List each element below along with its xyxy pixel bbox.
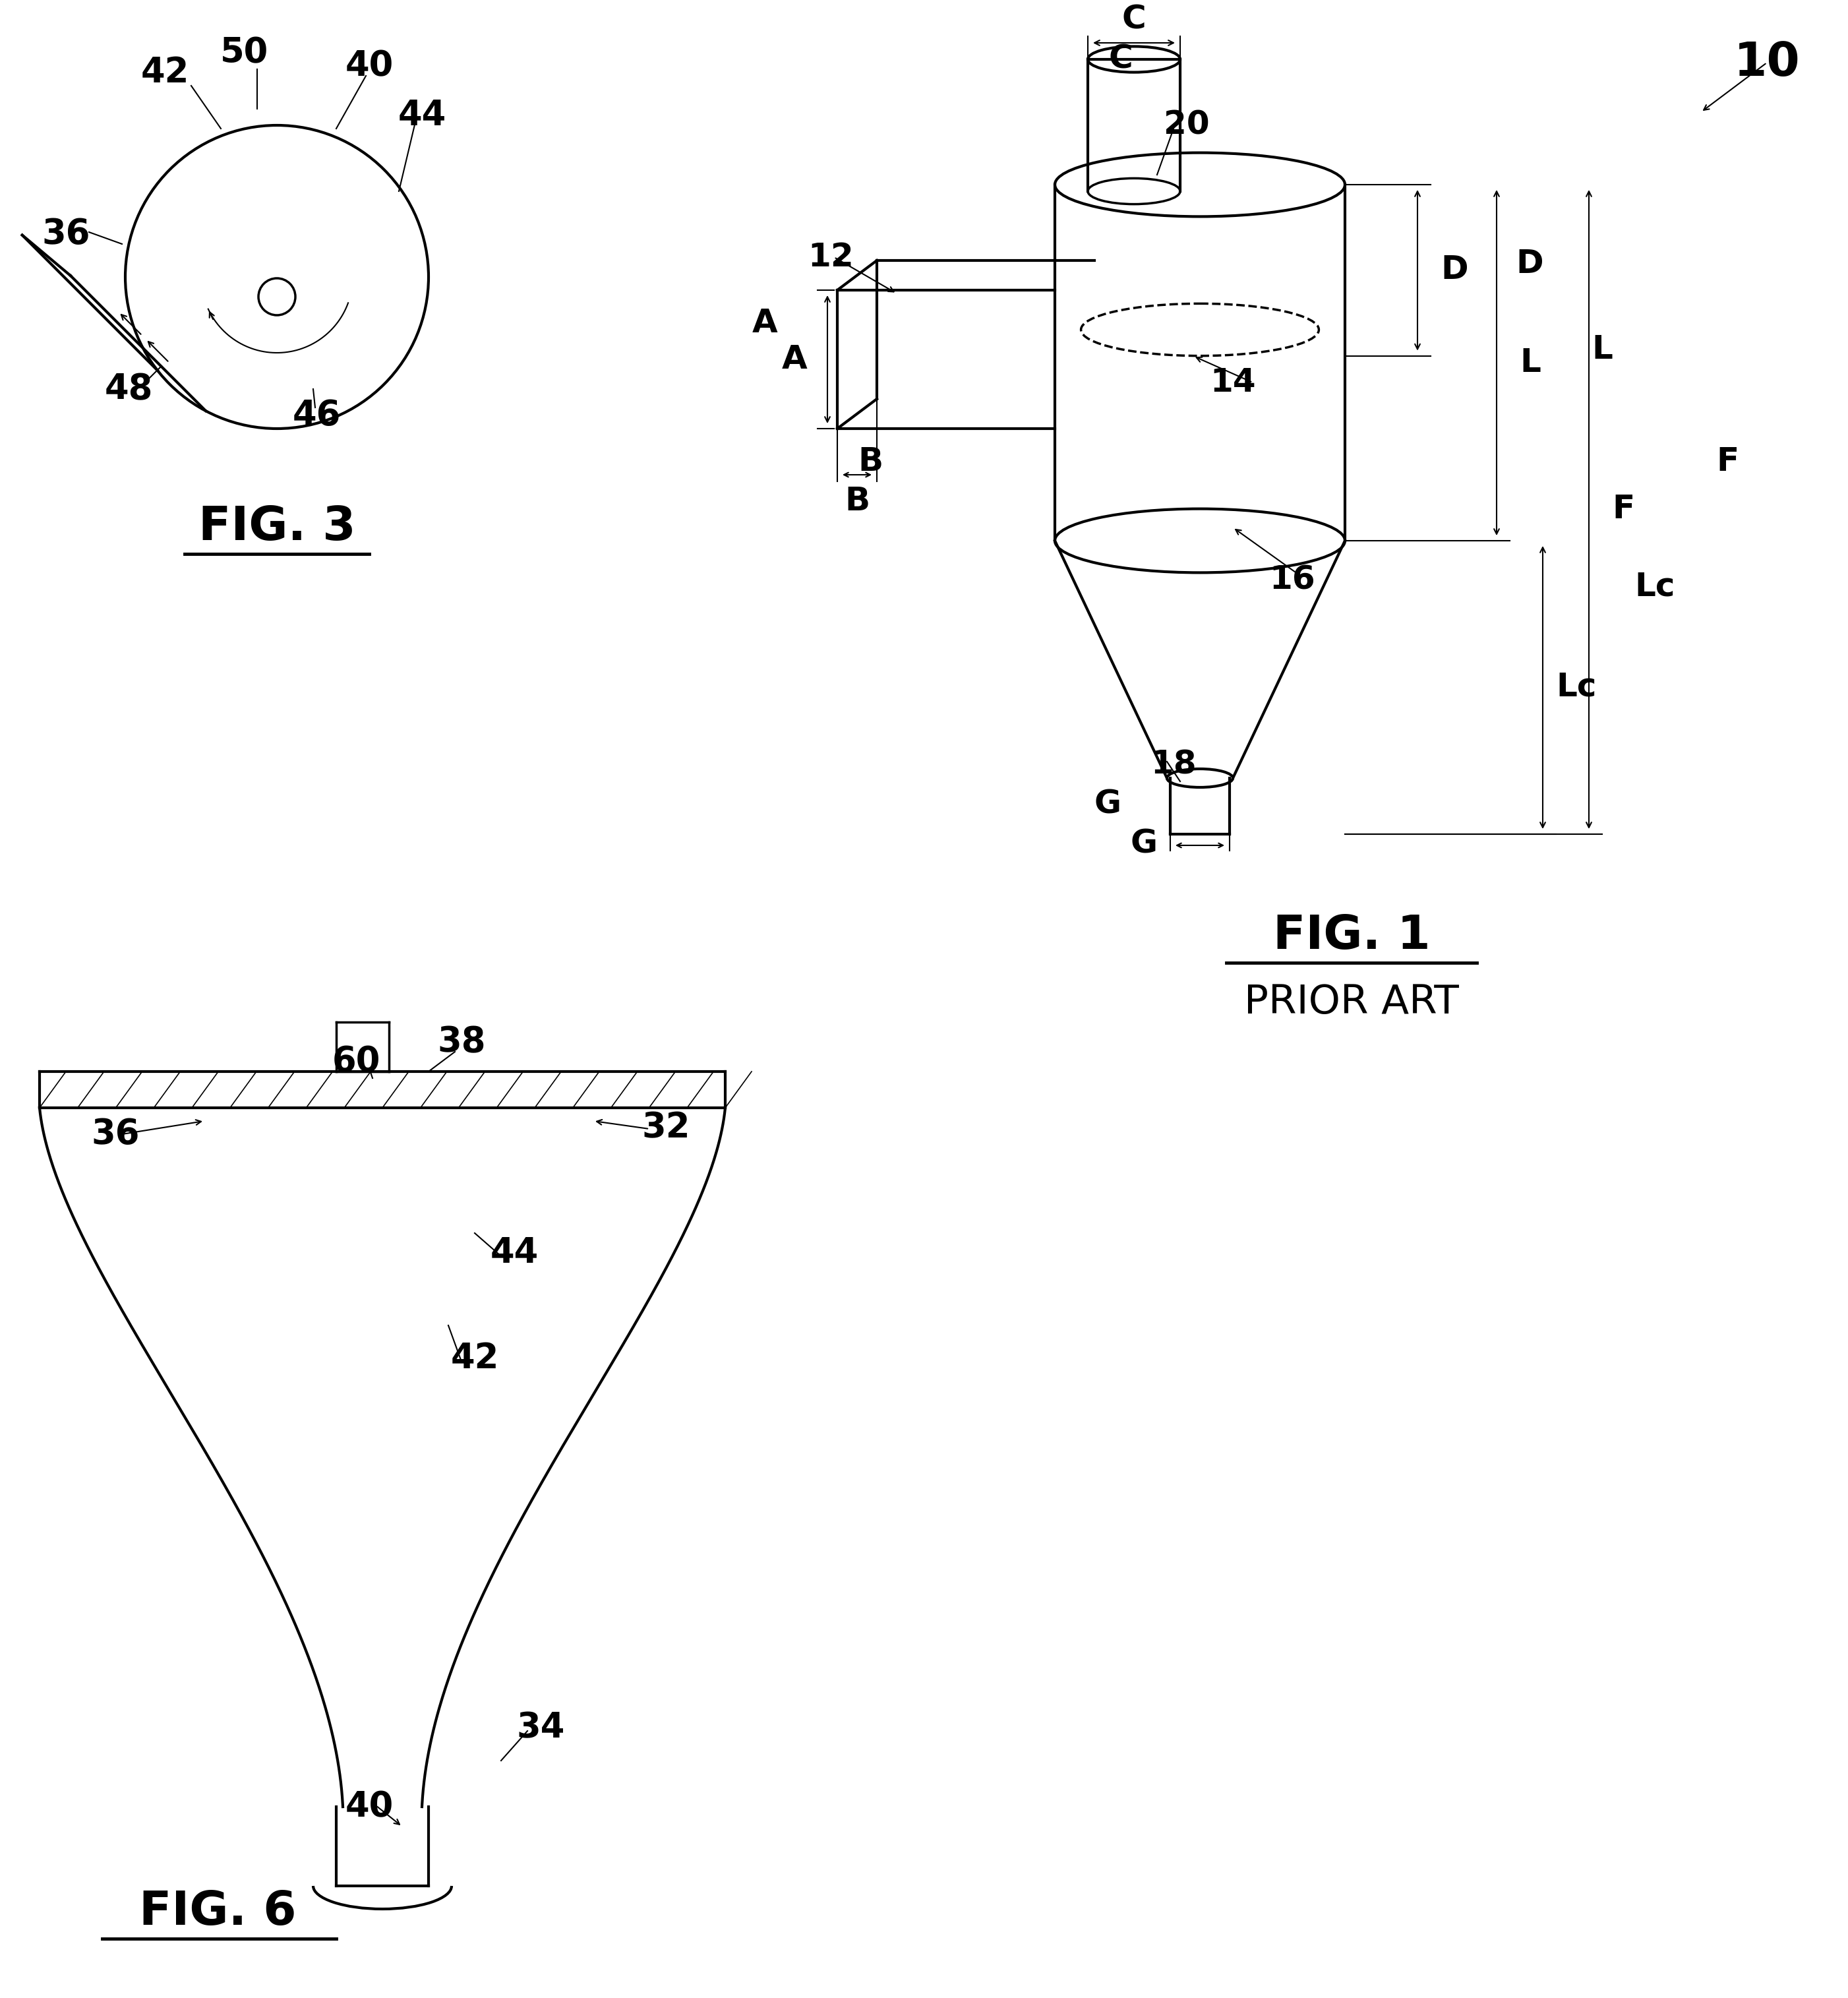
Text: 12: 12	[808, 242, 854, 274]
Text: C: C	[1122, 4, 1146, 36]
Text: Lc: Lc	[1634, 571, 1674, 603]
Text: A: A	[782, 344, 808, 376]
Text: D: D	[1515, 248, 1543, 280]
Text: L: L	[1519, 348, 1541, 378]
Text: 44: 44	[490, 1235, 538, 1271]
Text: L: L	[1591, 334, 1613, 366]
Text: 10: 10	[1733, 40, 1800, 86]
Text: C: C	[1109, 44, 1133, 76]
Text: 36: 36	[91, 1117, 140, 1151]
Text: 42: 42	[451, 1341, 499, 1375]
Text: 38: 38	[438, 1025, 486, 1059]
Text: 36: 36	[43, 218, 91, 252]
Text: 34: 34	[516, 1710, 565, 1744]
Text: 20: 20	[1164, 110, 1210, 142]
Text: 46: 46	[292, 398, 340, 434]
Text: 50: 50	[220, 36, 268, 70]
Text: 32: 32	[641, 1111, 689, 1145]
Text: 44: 44	[397, 98, 445, 132]
Text: 14: 14	[1210, 366, 1257, 398]
Text: G: G	[1131, 829, 1157, 859]
Text: FIG. 1: FIG. 1	[1273, 913, 1430, 959]
Text: A: A	[752, 308, 778, 340]
Text: F: F	[1717, 446, 1739, 478]
Text: 42: 42	[140, 56, 188, 90]
Text: 60: 60	[333, 1045, 381, 1079]
Text: 40: 40	[346, 1790, 394, 1824]
Text: 18: 18	[1151, 749, 1196, 781]
Text: 40: 40	[346, 48, 394, 84]
Text: FIG. 6: FIG. 6	[139, 1890, 296, 1934]
Text: G: G	[1094, 789, 1122, 821]
Text: D: D	[1441, 254, 1467, 286]
Text: PRIOR ART: PRIOR ART	[1244, 983, 1458, 1021]
Text: FIG. 3: FIG. 3	[198, 505, 355, 549]
Text: 16: 16	[1270, 565, 1316, 595]
Text: B: B	[845, 486, 870, 517]
Text: 48: 48	[103, 372, 153, 406]
Text: B: B	[857, 446, 883, 478]
Text: Lc: Lc	[1556, 671, 1597, 703]
Text: F: F	[1611, 494, 1634, 525]
